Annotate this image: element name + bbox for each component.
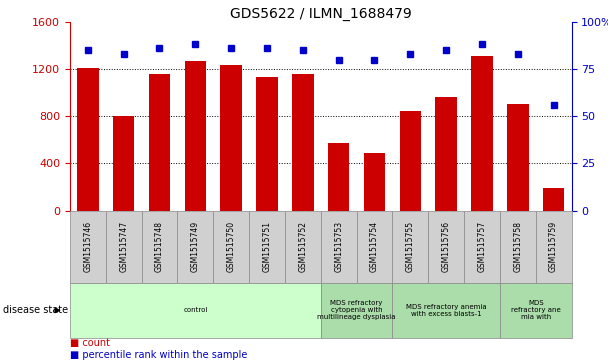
Text: control: control bbox=[183, 307, 207, 313]
Bar bbox=[500, 211, 536, 283]
Text: GSM1515749: GSM1515749 bbox=[191, 221, 200, 272]
Bar bbox=[70, 211, 106, 283]
Text: MDS refractory anemia
with excess blasts-1: MDS refractory anemia with excess blasts… bbox=[406, 304, 486, 317]
Bar bbox=[292, 74, 314, 211]
Bar bbox=[507, 105, 528, 211]
Bar bbox=[213, 211, 249, 283]
Text: GSM1515757: GSM1515757 bbox=[477, 221, 486, 272]
Bar bbox=[178, 211, 213, 283]
Bar bbox=[364, 153, 385, 211]
Bar bbox=[328, 143, 350, 211]
Bar bbox=[321, 283, 392, 338]
Text: GSM1515753: GSM1515753 bbox=[334, 221, 343, 272]
Bar bbox=[435, 97, 457, 211]
Bar bbox=[220, 65, 242, 211]
Bar bbox=[149, 74, 170, 211]
Text: GSM1515748: GSM1515748 bbox=[155, 221, 164, 272]
Text: GSM1515759: GSM1515759 bbox=[549, 221, 558, 272]
Text: ■ percentile rank within the sample: ■ percentile rank within the sample bbox=[70, 350, 247, 360]
Bar bbox=[70, 283, 321, 338]
Text: GSM1515751: GSM1515751 bbox=[263, 221, 272, 272]
Text: GSM1515747: GSM1515747 bbox=[119, 221, 128, 272]
Bar bbox=[392, 283, 500, 338]
Text: MDS refractory
cytopenia with
multilineage dysplasia: MDS refractory cytopenia with multilinea… bbox=[317, 300, 396, 321]
Bar bbox=[249, 211, 285, 283]
Bar bbox=[142, 211, 178, 283]
Text: GSM1515758: GSM1515758 bbox=[513, 221, 522, 272]
Bar bbox=[77, 68, 98, 211]
Bar bbox=[471, 56, 492, 211]
Bar bbox=[543, 188, 564, 211]
Bar bbox=[428, 211, 464, 283]
Text: disease state: disease state bbox=[3, 305, 68, 315]
Text: GSM1515750: GSM1515750 bbox=[227, 221, 236, 272]
Bar bbox=[113, 116, 134, 211]
Bar bbox=[256, 77, 278, 211]
Bar bbox=[464, 211, 500, 283]
Title: GDS5622 / ILMN_1688479: GDS5622 / ILMN_1688479 bbox=[230, 7, 412, 21]
Bar bbox=[356, 211, 392, 283]
Text: GSM1515754: GSM1515754 bbox=[370, 221, 379, 272]
Text: GSM1515746: GSM1515746 bbox=[83, 221, 92, 272]
Bar bbox=[321, 211, 356, 283]
Text: MDS
refractory ane
mia with: MDS refractory ane mia with bbox=[511, 300, 561, 321]
Bar bbox=[392, 211, 428, 283]
Bar bbox=[106, 211, 142, 283]
Bar bbox=[285, 211, 321, 283]
Text: ■ count: ■ count bbox=[70, 338, 110, 348]
Text: GSM1515752: GSM1515752 bbox=[299, 221, 307, 272]
Bar bbox=[185, 61, 206, 211]
Bar bbox=[500, 283, 572, 338]
Bar bbox=[399, 111, 421, 211]
Text: GSM1515755: GSM1515755 bbox=[406, 221, 415, 272]
Text: GSM1515756: GSM1515756 bbox=[441, 221, 451, 272]
Bar bbox=[536, 211, 572, 283]
